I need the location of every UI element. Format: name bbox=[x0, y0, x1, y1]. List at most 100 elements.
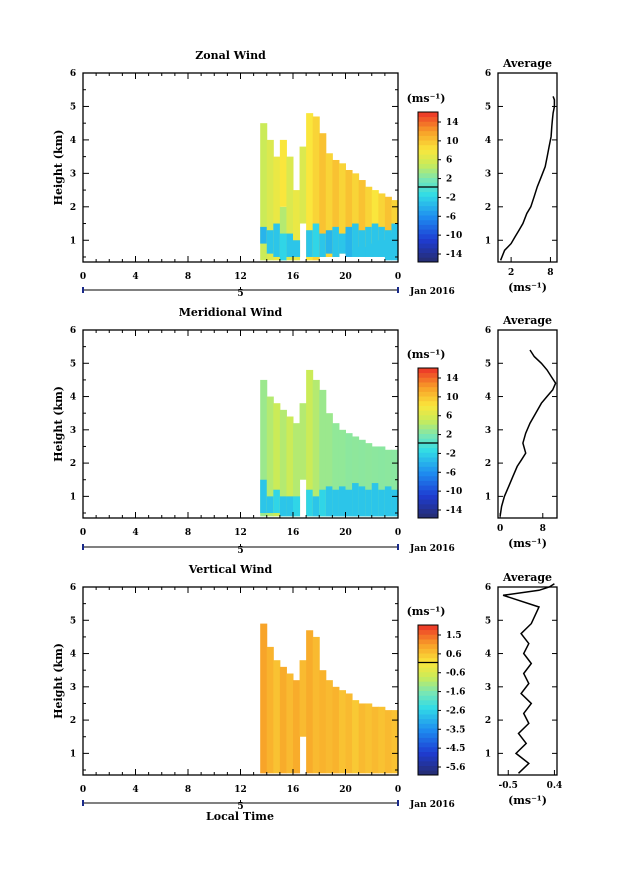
colorbar-segment bbox=[418, 414, 438, 420]
colorbar-tick-label: 10 bbox=[446, 393, 459, 403]
average-x-label: (ms⁻¹) bbox=[508, 281, 547, 294]
colorbar-tick-label: 14 bbox=[446, 118, 459, 128]
heatmap-cell bbox=[293, 190, 301, 261]
colorbar-segment bbox=[418, 681, 438, 687]
heatmap-cell bbox=[260, 226, 268, 244]
colorbar-tick-label: -5.6 bbox=[446, 763, 465, 773]
colorbar-tick-label: -2 bbox=[446, 449, 456, 459]
colorbar-segment bbox=[418, 695, 438, 701]
x-tick-label: 4 bbox=[132, 272, 138, 282]
colorbar-tick-label: 0.6 bbox=[446, 650, 462, 660]
colorbar-segment bbox=[418, 116, 438, 122]
average-y-tick-label: 4 bbox=[485, 136, 491, 146]
average-x-tick-label: 0 bbox=[497, 524, 503, 534]
colorbar-tick-label: -0.6 bbox=[446, 669, 465, 679]
heatmap-cell bbox=[345, 433, 353, 517]
average-x-tick-label: 8 bbox=[547, 268, 553, 278]
average-profile-line bbox=[499, 96, 556, 261]
colorbar-frame bbox=[417, 624, 439, 776]
heatmap-cell bbox=[365, 489, 373, 517]
colorbar-segment bbox=[418, 751, 438, 757]
colorbar-segment bbox=[418, 233, 438, 239]
colorbar-segment bbox=[418, 368, 438, 374]
heatmap-cell bbox=[325, 230, 333, 254]
heatmap-cell bbox=[266, 646, 274, 774]
date-tick-label: 5 bbox=[237, 289, 243, 299]
colorbar-segment bbox=[418, 737, 438, 743]
heatmap-cell bbox=[260, 479, 268, 514]
average-y-tick-label: 1 bbox=[485, 236, 491, 246]
y-tick-label: 1 bbox=[70, 492, 76, 502]
average-x-label: (ms⁻¹) bbox=[508, 537, 547, 550]
date-tick-label: 5 bbox=[237, 802, 243, 812]
heatmap-cell bbox=[384, 486, 392, 517]
colorbar-segment bbox=[418, 723, 438, 729]
colorbar-segment bbox=[418, 172, 438, 179]
colorbar-segment bbox=[418, 494, 438, 500]
colorbar-segment bbox=[418, 419, 438, 425]
heatmap-cell bbox=[332, 686, 340, 774]
heatmap-cell bbox=[345, 170, 353, 254]
heatmap-cell bbox=[279, 409, 287, 517]
colorbar-tick-label: 6 bbox=[446, 156, 452, 166]
x-tick-label: 16 bbox=[287, 528, 300, 538]
colorbar-segment bbox=[418, 475, 438, 481]
heatmap-cell bbox=[312, 496, 320, 517]
x-tick-label: 4 bbox=[132, 785, 138, 795]
heatmap-cell bbox=[358, 486, 366, 517]
colorbar-tick-label: 14 bbox=[446, 374, 459, 384]
heatmap-cell bbox=[306, 630, 314, 774]
heatmap-cell bbox=[260, 123, 268, 261]
x-tick-label: 0 bbox=[80, 272, 86, 282]
heatmap-cell bbox=[365, 703, 373, 774]
average-frame bbox=[497, 586, 558, 776]
heatmap-cell bbox=[332, 159, 340, 257]
heatmap-cell bbox=[338, 486, 346, 517]
colorbar-segment bbox=[418, 257, 438, 263]
colorbar-tick-label: 10 bbox=[446, 137, 459, 147]
heatmap-cell bbox=[266, 139, 274, 261]
heatmap-cell bbox=[273, 223, 281, 257]
heatmap-cell bbox=[358, 230, 366, 257]
heatmap-cell bbox=[371, 483, 379, 517]
average-y-tick-label: 5 bbox=[485, 616, 491, 626]
x-tick-label: 16 bbox=[287, 785, 300, 795]
heatmap-cell bbox=[358, 703, 366, 774]
heatmap-cell bbox=[384, 449, 392, 517]
colorbar-tick-label: -3.5 bbox=[446, 725, 465, 735]
colorbar-segment bbox=[418, 130, 438, 136]
heatmap-cell bbox=[332, 226, 340, 257]
average-y-tick-label: 4 bbox=[485, 393, 491, 403]
colorbar-segment bbox=[418, 168, 438, 174]
colorbar-segment bbox=[418, 396, 438, 402]
panel-title: Meridional Wind bbox=[179, 306, 283, 319]
heatmap-cell bbox=[286, 673, 294, 774]
date-label: Jan 2016 bbox=[409, 287, 455, 297]
colorbar-segment bbox=[418, 513, 438, 519]
colorbar-segment bbox=[418, 508, 438, 514]
y-tick-label: 6 bbox=[70, 326, 76, 336]
heatmap-cell bbox=[279, 666, 287, 774]
heatmap-cell bbox=[293, 423, 301, 517]
colorbar-segment bbox=[418, 191, 438, 197]
y-tick-label: 5 bbox=[70, 616, 76, 626]
heatmap-cell bbox=[306, 230, 314, 257]
x-tick-label: 0 bbox=[395, 785, 401, 795]
x-tick-label: 8 bbox=[185, 785, 191, 795]
date-label: Jan 2016 bbox=[409, 800, 455, 810]
heatmap-cell bbox=[391, 223, 399, 261]
colorbar-segment bbox=[418, 671, 438, 677]
panel-title: Zonal Wind bbox=[195, 49, 266, 62]
heatmap-cell bbox=[273, 403, 281, 517]
average-y-tick-label: 6 bbox=[485, 583, 491, 593]
colorbar-tick-label: -2.6 bbox=[446, 706, 465, 716]
average-y-tick-label: 2 bbox=[485, 203, 491, 213]
heatmap-cell bbox=[338, 429, 346, 517]
heatmap-cell bbox=[306, 369, 314, 517]
colorbar-segment bbox=[418, 732, 438, 738]
colorbar-segment bbox=[418, 247, 438, 254]
heatmap-cell bbox=[391, 489, 399, 517]
panel-title: Vertical Wind bbox=[188, 563, 273, 576]
colorbar-unit: (ms⁻¹) bbox=[407, 605, 446, 618]
colorbar-segment bbox=[418, 112, 438, 118]
